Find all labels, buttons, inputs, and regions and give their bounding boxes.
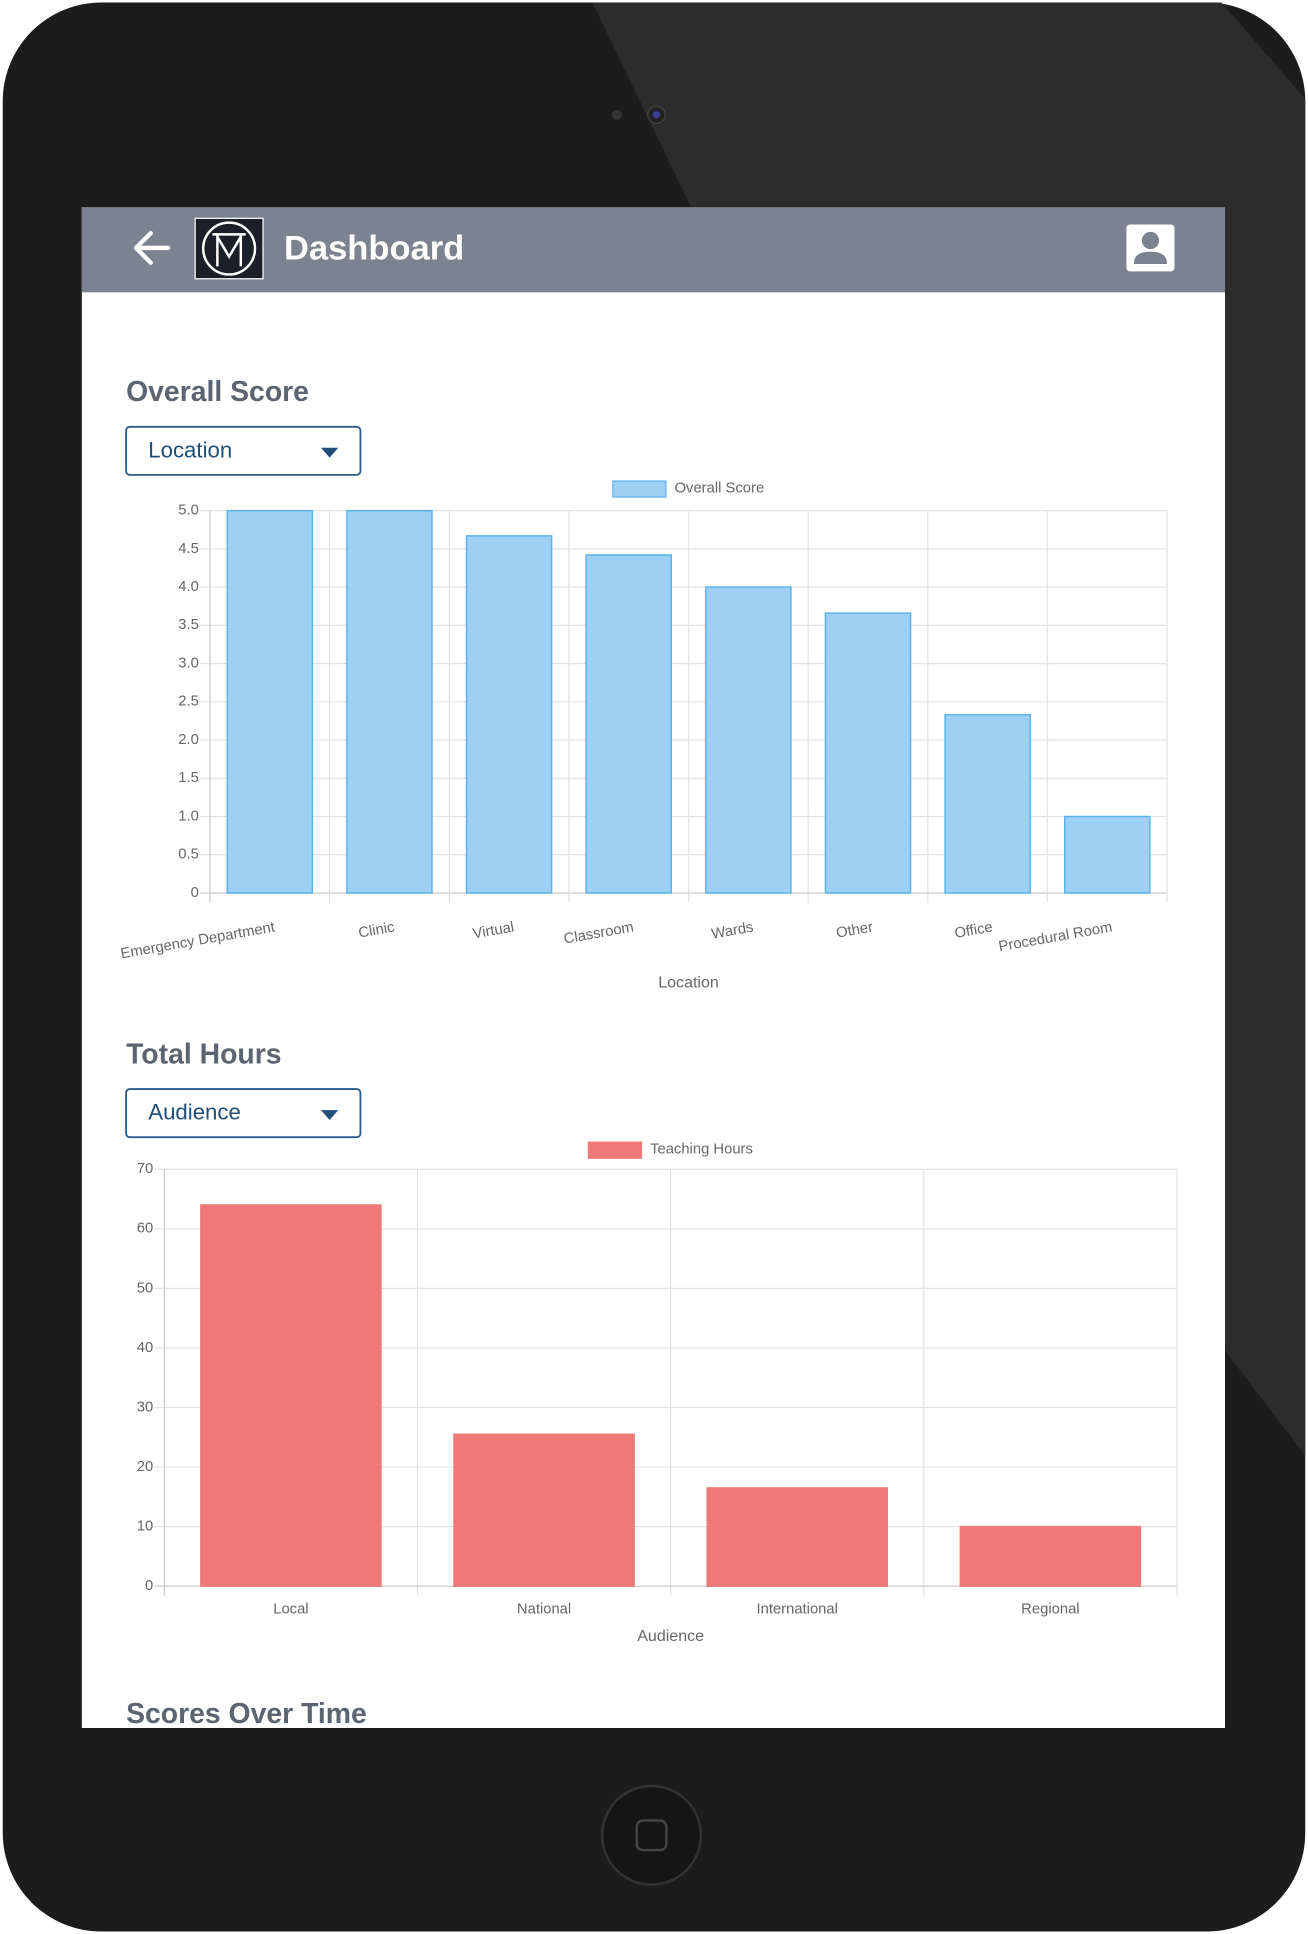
legend-label: Overall Score	[675, 480, 765, 496]
filter-dropdown[interactable]	[125, 425, 362, 476]
bar	[959, 1525, 1142, 1587]
frame-gloss	[592, 2, 1306, 1456]
y-tick-label: 70	[137, 1161, 153, 1177]
x-tick-label: Regional	[1021, 1602, 1079, 1618]
header-bar	[81, 207, 1226, 293]
y-tick-label: 1.0	[178, 808, 199, 824]
bar	[465, 535, 553, 894]
logo-mark	[212, 233, 246, 267]
bar	[1063, 815, 1151, 894]
y-tick-label: 40	[137, 1340, 153, 1356]
y-tick-label: 10	[137, 1519, 153, 1535]
y-tick-label: 4.0	[178, 579, 199, 595]
bar	[824, 612, 912, 894]
bar	[453, 1433, 635, 1587]
x-tick-label: National	[517, 1602, 571, 1618]
chart-title: Overall Score	[126, 376, 309, 408]
y-tick-label: 1.5	[178, 770, 199, 786]
bar	[346, 509, 433, 894]
x-axis-label: Audience	[637, 1627, 704, 1645]
x-tick-label: International	[757, 1602, 838, 1618]
y-tick-label: 30	[137, 1399, 153, 1415]
legend-swatch	[587, 1141, 643, 1159]
profile-body	[1133, 251, 1168, 264]
bar	[944, 714, 1031, 894]
y-tick-label: 2.5	[178, 694, 199, 710]
x-tick-label: Office	[953, 920, 994, 942]
dropdown-arrow	[320, 447, 339, 458]
x-tick-label: Local	[273, 1602, 308, 1618]
x-tick-label: Clinic	[357, 919, 396, 941]
bar	[585, 554, 673, 894]
y-tick-label: 0	[191, 885, 199, 901]
chart-title: Total Hours	[126, 1038, 281, 1070]
filter-dropdown[interactable]	[125, 1088, 362, 1139]
camera-lens	[652, 111, 661, 119]
bar	[200, 1204, 382, 1587]
home-icon	[635, 1819, 668, 1852]
y-tick-label: 3.0	[178, 655, 199, 671]
y-tick-label: 60	[137, 1221, 153, 1237]
sensor	[612, 109, 622, 120]
legend-label: Teaching Hours	[650, 1141, 753, 1157]
x-tick-label: Virtual	[472, 920, 516, 943]
y-tick-label: 0	[145, 1578, 153, 1594]
y-tick-label: 20	[137, 1459, 153, 1475]
bar	[226, 509, 314, 894]
y-tick-label: 0.5	[178, 847, 199, 863]
screen: Dashboard Scores Over Time Overall Score…	[81, 207, 1226, 1730]
dropdown-arrow	[320, 1110, 339, 1120]
y-tick-label: 5.0	[178, 503, 199, 519]
home-button[interactable]	[600, 1784, 703, 1886]
section-title: Scores Over Time	[126, 1698, 367, 1730]
bar	[705, 586, 792, 894]
filter-label: Audience	[148, 1100, 241, 1125]
x-axis-label: Location	[658, 973, 719, 991]
filter-label: Location	[148, 437, 232, 462]
profile-head	[1141, 231, 1160, 250]
y-tick-label: 3.5	[178, 617, 199, 633]
y-tick-label: 4.5	[178, 541, 199, 557]
logo-ring	[201, 221, 257, 276]
y-tick-label: 2.0	[178, 732, 199, 748]
y-tick-label: 50	[137, 1280, 153, 1296]
back-button[interactable]	[133, 230, 171, 265]
header-title: Dashboard	[284, 230, 464, 268]
bar	[706, 1487, 889, 1587]
legend-swatch	[612, 480, 667, 498]
logo	[194, 217, 264, 280]
x-tick-label: Wards	[710, 920, 754, 943]
x-tick-label: Other	[835, 920, 874, 942]
